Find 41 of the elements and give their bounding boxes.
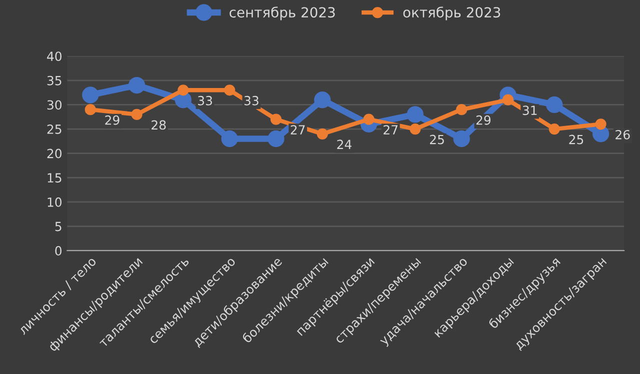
data-label: 28 [152,120,166,130]
data-label: 27 [290,125,305,134]
point [270,114,282,125]
point [316,128,328,140]
y-tick-label: 35 [47,76,62,86]
y-tick-label: 30 [47,100,62,110]
y-tick-label: 0 [55,246,62,256]
y-tick-label: 15 [48,173,62,183]
point [453,130,470,148]
point [314,92,331,108]
y-tick-label: 25 [47,124,62,134]
y-tick-label: 10 [48,197,62,207]
data-label: 33 [244,96,258,106]
point [268,130,284,148]
point [128,76,146,94]
point [546,96,563,114]
data-label: 29 [105,115,120,125]
point [224,84,236,96]
data-label: 25 [430,134,444,144]
data-label: 27 [384,125,398,134]
point [221,130,238,148]
data-label: 33 [198,96,212,106]
data-label: 31 [522,106,537,116]
point [131,108,142,120]
point [178,84,189,96]
point [595,118,606,130]
point [410,123,421,135]
data-label: 25 [569,134,584,144]
data-label: 26 [616,130,630,140]
point [456,104,468,116]
point [406,106,424,123]
legend-label: сентябрь 2023 [230,6,335,20]
point [84,104,96,116]
y-tick-label: 20 [47,148,62,158]
data-label: 29 [476,115,491,125]
data-label: 24 [337,140,352,149]
y-tick-label: 40 [47,52,62,62]
point [548,123,560,135]
y-tick-label: 5 [55,222,62,232]
point [82,86,99,104]
legend-label: октябрь 2023 [403,6,500,20]
